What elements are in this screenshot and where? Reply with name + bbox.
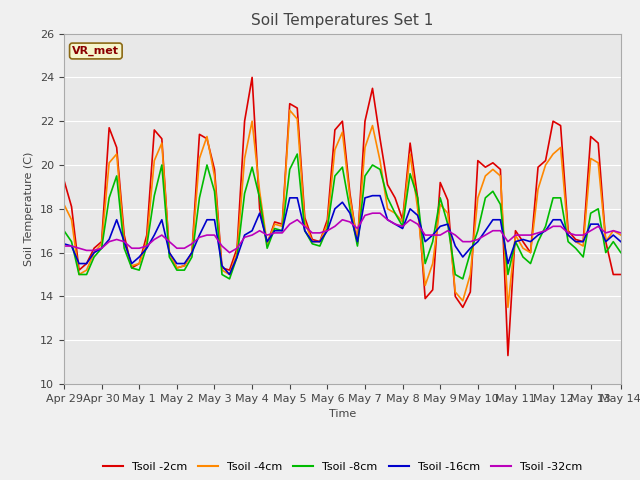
Tsoil -32cm [369,210,376,216]
Tsoil -8cm [534,239,542,244]
Tsoil -4cm [489,167,497,172]
Tsoil -8cm [106,195,113,201]
Tsoil -4cm [519,245,527,251]
Tsoil -16cm [617,239,625,244]
Tsoil -16cm [226,272,234,277]
Tsoil -32cm [534,230,542,236]
Tsoil -2cm [489,160,497,166]
Tsoil -2cm [511,228,519,234]
Tsoil -8cm [60,228,68,234]
Tsoil -4cm [106,160,113,166]
Tsoil -8cm [293,151,301,157]
Tsoil -4cm [286,108,294,113]
Tsoil -32cm [511,232,519,238]
Tsoil -4cm [534,186,542,192]
Tsoil -32cm [226,250,234,255]
Tsoil -2cm [106,125,113,131]
Tsoil -32cm [519,232,527,238]
Line: Tsoil -16cm: Tsoil -16cm [64,196,621,275]
X-axis label: Time: Time [329,409,356,419]
Tsoil -16cm [60,241,68,247]
Tsoil -2cm [534,164,542,170]
Line: Tsoil -32cm: Tsoil -32cm [64,213,621,252]
Text: VR_met: VR_met [72,46,119,56]
Tsoil -8cm [519,254,527,260]
Title: Soil Temperatures Set 1: Soil Temperatures Set 1 [252,13,433,28]
Tsoil -8cm [572,245,579,251]
Tsoil -4cm [511,232,519,238]
Y-axis label: Soil Temperature (C): Soil Temperature (C) [24,152,35,266]
Tsoil -16cm [572,239,579,244]
Tsoil -2cm [248,74,256,80]
Tsoil -4cm [60,202,68,207]
Line: Tsoil -8cm: Tsoil -8cm [64,154,621,279]
Tsoil -2cm [504,353,512,359]
Tsoil -32cm [617,230,625,236]
Line: Tsoil -2cm: Tsoil -2cm [64,77,621,356]
Tsoil -16cm [511,239,519,244]
Tsoil -2cm [617,272,625,277]
Tsoil -8cm [617,250,625,255]
Legend: Tsoil -2cm, Tsoil -4cm, Tsoil -8cm, Tsoil -16cm, Tsoil -32cm: Tsoil -2cm, Tsoil -4cm, Tsoil -8cm, Tsoi… [99,457,586,477]
Tsoil -16cm [519,237,527,242]
Tsoil -32cm [572,232,579,238]
Tsoil -32cm [497,228,504,234]
Tsoil -16cm [497,217,504,223]
Tsoil -16cm [534,232,542,238]
Tsoil -32cm [106,239,113,244]
Tsoil -32cm [60,243,68,249]
Tsoil -2cm [519,239,527,244]
Tsoil -4cm [572,239,579,244]
Tsoil -8cm [511,239,519,244]
Line: Tsoil -4cm: Tsoil -4cm [64,110,621,307]
Tsoil -2cm [572,237,579,242]
Tsoil -8cm [497,202,504,207]
Tsoil -16cm [369,193,376,199]
Tsoil -4cm [617,232,625,238]
Tsoil -2cm [60,178,68,183]
Tsoil -4cm [504,304,512,310]
Tsoil -16cm [106,237,113,242]
Tsoil -8cm [226,276,234,282]
